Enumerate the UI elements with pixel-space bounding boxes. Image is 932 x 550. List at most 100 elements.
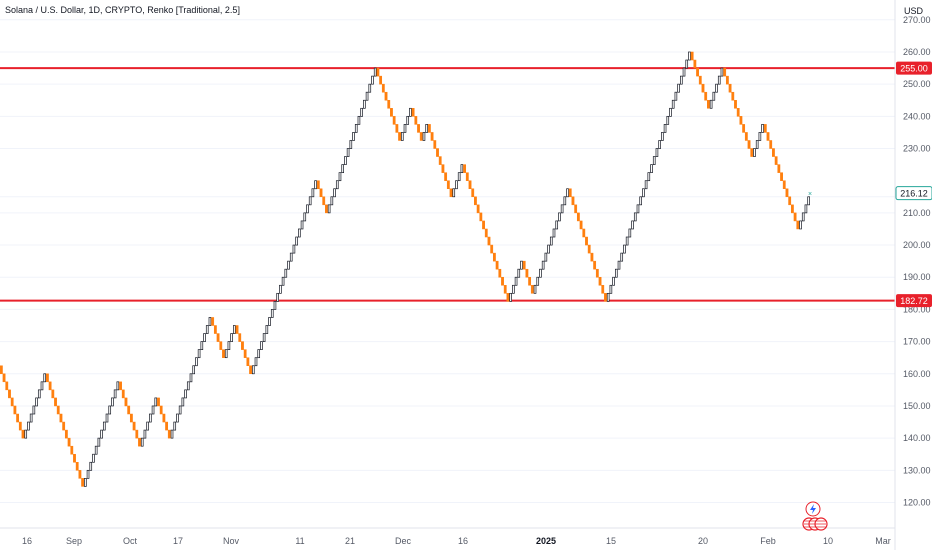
- brick-down: [463, 164, 467, 173]
- brick-up: [279, 284, 282, 294]
- brick-down: [390, 108, 393, 117]
- x-tick-label: Sep: [66, 536, 82, 546]
- brick-down: [593, 260, 597, 270]
- brick-up: [154, 397, 158, 407]
- brick-up: [140, 437, 144, 447]
- brick-up: [276, 292, 279, 302]
- chart-title: Solana / U.S. Dollar, 1D, CRYPTO, Renko …: [5, 5, 240, 15]
- brick-up: [257, 349, 261, 359]
- brick-up: [327, 204, 331, 214]
- x-tick-label: 15: [606, 536, 616, 546]
- brick-up: [363, 99, 366, 109]
- brick-up: [457, 172, 461, 182]
- brick-down: [211, 317, 215, 326]
- brick-down: [316, 180, 320, 189]
- brick-down: [376, 67, 380, 77]
- brick-down: [219, 341, 223, 350]
- horizontal-lines[interactable]: [0, 67, 895, 302]
- brick-up: [617, 260, 621, 270]
- brick-up: [425, 124, 428, 133]
- brick-down: [419, 132, 423, 141]
- brick-down: [701, 83, 705, 93]
- brick-down: [81, 478, 85, 487]
- renko-bricks: [0, 51, 810, 487]
- brick-up: [100, 429, 103, 439]
- brick-up: [330, 196, 334, 206]
- brick-down: [138, 437, 141, 447]
- time-axis[interactable]: 16 Sep Oct 17 Nov 11 21 Dec 16 2025 15 20 Feb 10 Mar: [0, 527, 895, 546]
- brick-up: [178, 405, 182, 415]
- y-tick-label: 200.00: [903, 240, 931, 250]
- brick-up: [709, 99, 713, 109]
- brick-up: [94, 445, 98, 455]
- brick-down: [13, 405, 17, 415]
- brick-up: [539, 268, 542, 278]
- brick-down: [723, 67, 727, 77]
- brick-up: [189, 373, 193, 383]
- brick-down: [59, 413, 63, 423]
- y-tick-label: 230.00: [903, 144, 931, 154]
- last-brick-marker: ×: [808, 191, 812, 198]
- brick-down: [16, 413, 20, 423]
- brick-down: [525, 268, 529, 278]
- brick-up: [715, 83, 718, 93]
- brick-up: [365, 91, 369, 101]
- price-axis[interactable]: USD 120.00 130.00 140.00 150.00 160.00 170.00 1…: [894, 0, 931, 550]
- price-label-bg: [896, 294, 932, 308]
- brick-up: [32, 405, 36, 415]
- brick-down: [414, 116, 418, 125]
- brick-up: [254, 357, 258, 367]
- brick-up: [314, 180, 317, 190]
- brick-down: [696, 67, 699, 77]
- brick-down: [0, 365, 3, 375]
- brick-down: [474, 196, 477, 206]
- brick-down: [222, 349, 225, 358]
- brick-up: [149, 413, 152, 423]
- x-tick-label: 11: [295, 536, 304, 546]
- brick-up: [758, 132, 762, 141]
- brick-up: [89, 461, 93, 471]
- brick-down: [159, 405, 163, 415]
- brick-down: [471, 188, 475, 198]
- brick-up: [195, 357, 198, 367]
- brick-up: [460, 164, 464, 174]
- brick-up: [311, 188, 315, 198]
- y-tick-label: 170.00: [903, 337, 931, 347]
- brick-up: [273, 301, 277, 310]
- brick-down: [46, 373, 49, 383]
- brick-down: [243, 349, 247, 358]
- brick-down: [501, 276, 504, 286]
- x-tick-label: 10: [823, 536, 833, 546]
- brick-down: [763, 124, 767, 133]
- brick-up: [224, 349, 228, 359]
- brick-up: [111, 397, 114, 407]
- brick-up: [265, 325, 269, 334]
- brick-up: [344, 156, 347, 165]
- brick-down: [127, 405, 131, 415]
- brick-up: [35, 397, 38, 407]
- brick-down: [742, 124, 746, 133]
- brick-up: [27, 421, 30, 431]
- brick-down: [747, 140, 751, 149]
- brick-down: [235, 325, 239, 334]
- chart-icons[interactable]: [802, 501, 828, 531]
- brick-up: [620, 252, 624, 262]
- brick-down: [395, 124, 399, 133]
- brick-up: [251, 365, 255, 375]
- brick-down: [430, 132, 434, 141]
- y-tick-label: 260.00: [903, 47, 931, 57]
- brick-down: [62, 421, 66, 431]
- brick-down: [167, 429, 171, 439]
- brick-up: [260, 341, 263, 350]
- brick-down: [449, 188, 453, 198]
- brick-up: [341, 164, 344, 174]
- brick-down: [322, 196, 326, 206]
- brick-down: [774, 156, 778, 165]
- brick-up: [289, 252, 293, 262]
- brick-up: [24, 429, 28, 439]
- brick-down: [417, 124, 420, 133]
- brick-down: [441, 164, 445, 173]
- x-tick-label: Mar: [875, 536, 891, 546]
- brick-down: [793, 212, 797, 222]
